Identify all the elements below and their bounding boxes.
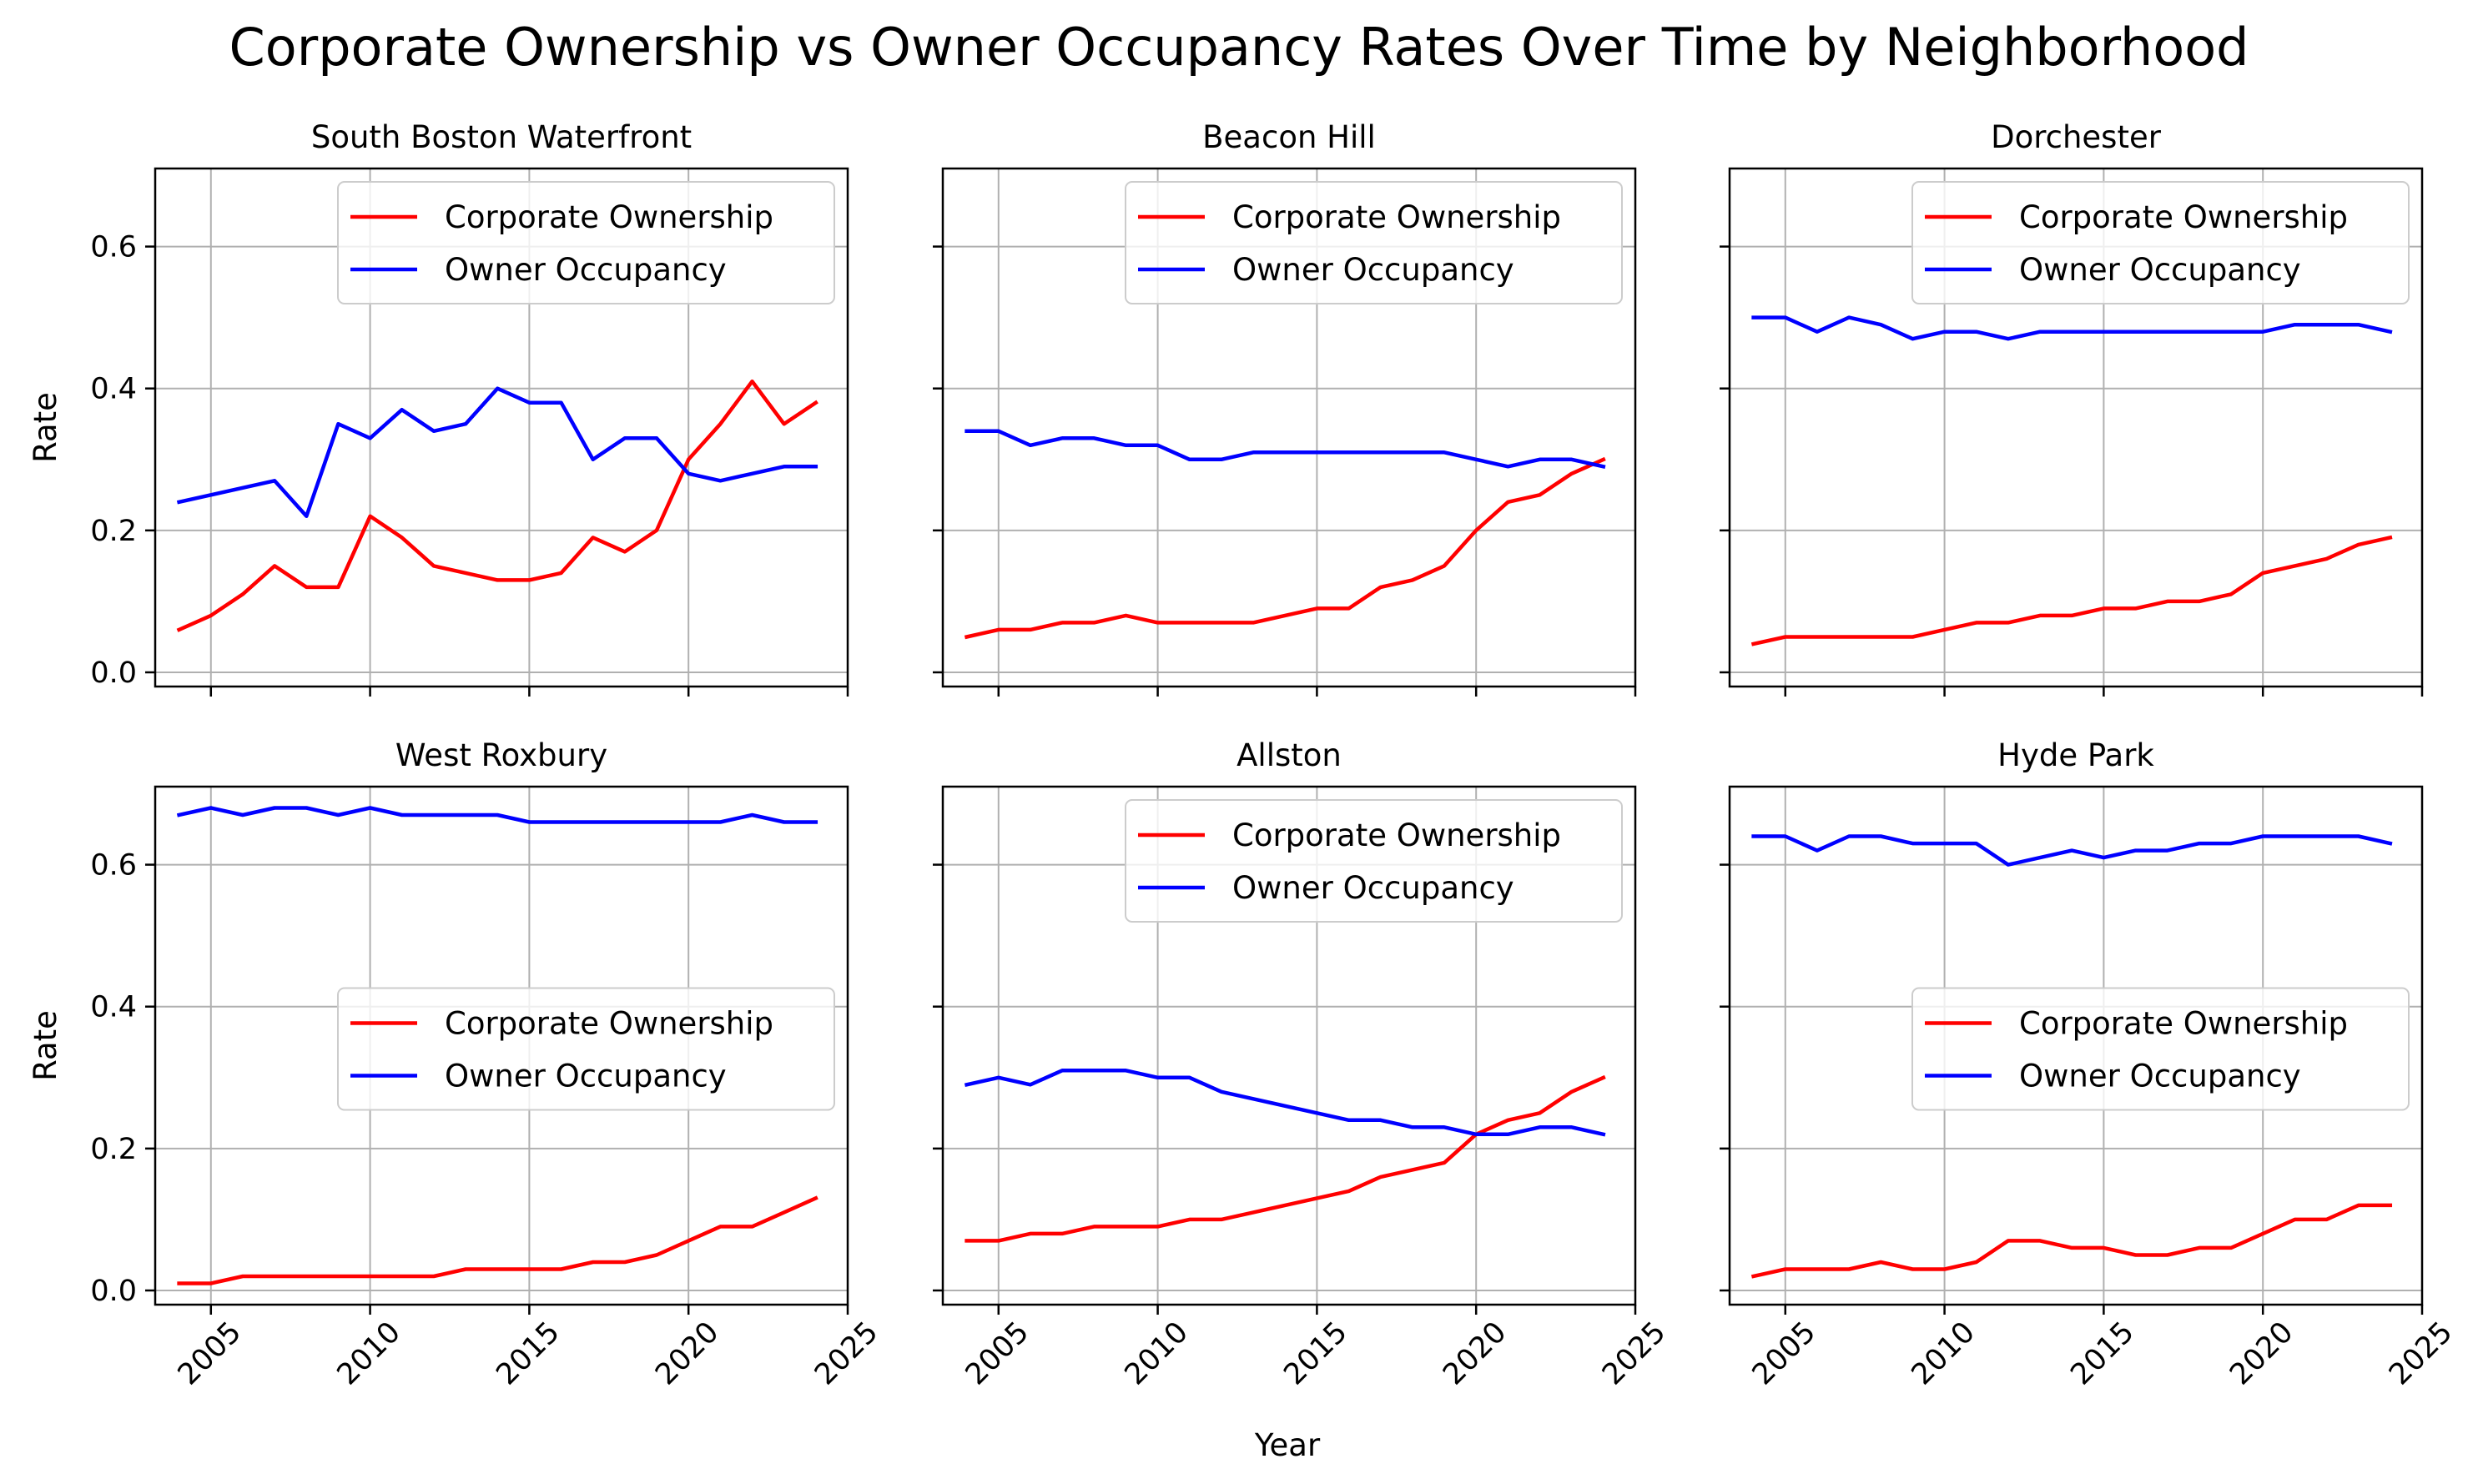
- figure-title: Corporate Ownership vs Owner Occupancy R…: [229, 17, 2249, 78]
- subplot-2: Beacon Hill Corporate Ownership Owner Occu…: [933, 119, 1637, 697]
- legend-label: Owner Occupancy: [445, 252, 727, 288]
- legend: Corporate Ownership Owner Occupancy: [1125, 799, 1623, 923]
- axes-frame: [941, 785, 1637, 1306]
- axes-frame: [1728, 785, 2424, 1306]
- y-tick-label: 0.0: [90, 656, 137, 690]
- y-tick-label: 0.2: [90, 515, 137, 548]
- legend-frame: [1125, 181, 1623, 304]
- legend-label: Corporate Ownership: [1232, 817, 1561, 853]
- y-tick-label: 0.4: [90, 373, 137, 406]
- subplot-1: 0.0 0.2 0.4 0.6 South Boston Waterfront Rate C…: [28, 119, 849, 697]
- legend-label: Corporate Ownership: [445, 1006, 773, 1042]
- series-line-owner-occupancy: [176, 806, 818, 824]
- figure-xlabel: Year: [1254, 1427, 1321, 1463]
- series-line-owner-occupancy: [964, 1069, 1606, 1137]
- legend-label: Corporate Ownership: [445, 199, 773, 235]
- series-line-corporate-ownership: [964, 456, 1606, 640]
- legend-frame: [1911, 987, 2410, 1111]
- series-line-corporate-ownership: [1750, 535, 2393, 646]
- legend: Corporate Ownership Owner Occupancy: [1125, 181, 1623, 304]
- legend-label: Owner Occupancy: [2019, 1059, 2301, 1094]
- legend-label: Owner Occupancy: [1232, 252, 1514, 288]
- legend-frame: [337, 987, 835, 1111]
- subplot-title: Allston: [1236, 737, 1342, 773]
- legend-frame: [1125, 799, 1623, 923]
- series-line-owner-occupancy: [1751, 315, 2393, 341]
- legend-label: Owner Occupancy: [2019, 252, 2301, 288]
- series-line-owner-occupancy: [1751, 834, 2393, 867]
- legend-label: Owner Occupancy: [1232, 870, 1514, 906]
- axes-frame: [941, 167, 1637, 688]
- series-line-corporate-ownership: [965, 1074, 1606, 1243]
- legend-frame: [337, 181, 835, 304]
- y-tick-label: 0.4: [90, 991, 137, 1024]
- subplot-title: Hyde Park: [1997, 737, 2154, 773]
- y-axis-label: Rate: [28, 1010, 63, 1081]
- axes-frame: [154, 167, 849, 688]
- y-axis-label: Rate: [28, 392, 63, 463]
- legend-label: Owner Occupancy: [445, 1059, 727, 1094]
- series-line-corporate-ownership: [1750, 1203, 2393, 1279]
- subplot-title: South Boston Waterfront: [311, 119, 692, 155]
- legend: Corporate Ownership Owner Occupancy: [1911, 181, 2410, 304]
- subplot-title: Dorchester: [1991, 119, 2162, 155]
- subplot-title: Beacon Hill: [1202, 119, 1376, 155]
- axes-frame: [154, 785, 849, 1306]
- legend-label: Corporate Ownership: [2019, 199, 2348, 235]
- series-line-corporate-ownership: [177, 1195, 818, 1285]
- legend-label: Corporate Ownership: [1232, 199, 1561, 235]
- series-line-corporate-ownership: [176, 379, 818, 632]
- legend-frame: [1911, 181, 2410, 304]
- subplot-3: Dorchester Corporate Ownership Owner Occup…: [1720, 119, 2424, 697]
- legend-label: Corporate Ownership: [2019, 1006, 2348, 1042]
- legend: Corporate Ownership Owner Occupancy: [337, 987, 835, 1111]
- axes-frame: [1728, 167, 2424, 688]
- series-line-owner-occupancy: [965, 429, 1606, 469]
- legend: Corporate Ownership Owner Occupancy: [1911, 987, 2410, 1111]
- legend: Corporate Ownership Owner Occupancy: [337, 181, 835, 304]
- y-tick-label: 0.6: [90, 231, 137, 264]
- subplot-title: West Roxbury: [395, 737, 607, 773]
- y-tick-label: 0.2: [90, 1133, 137, 1166]
- series-line-owner-occupancy: [176, 386, 818, 519]
- y-tick-label: 0.6: [90, 849, 137, 883]
- y-tick-label: 0.0: [90, 1275, 137, 1308]
